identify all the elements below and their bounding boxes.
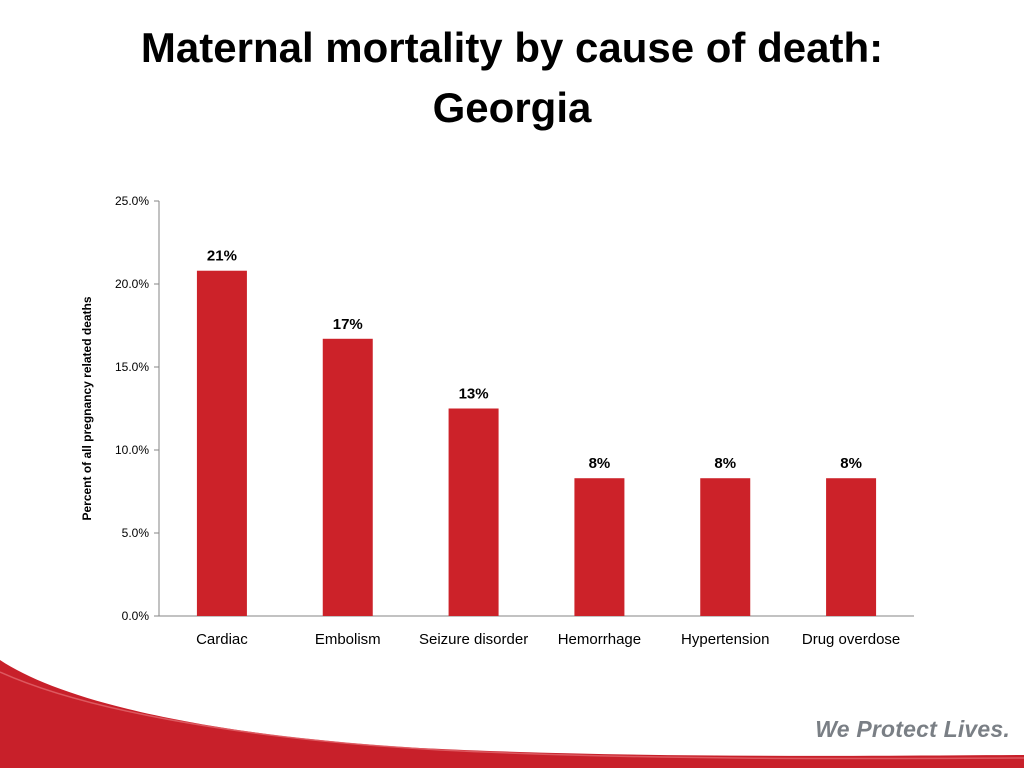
x-tick-label: Cardiac <box>196 631 248 648</box>
data-label: 13% <box>459 386 489 403</box>
tagline: We Protect Lives. <box>815 716 1010 742</box>
bar-hemorrhage <box>574 478 625 616</box>
bar-chart: 0.0% 5.0% 10.0% 15.0% 20.0% 25.0% Percent of a… <box>80 194 914 648</box>
y-tick-label: 10.0% <box>115 443 149 457</box>
x-tick-label: Drug overdose <box>802 631 900 648</box>
y-tick-label: 15.0% <box>115 360 149 374</box>
data-label: 17% <box>333 316 363 333</box>
swoosh-highlight <box>0 671 1024 760</box>
bar-hypertension <box>700 478 751 616</box>
x-tick-label: Hemorrhage <box>558 631 641 648</box>
y-axis-title: Percent of all pregnancy related deaths <box>80 296 94 520</box>
data-label: 8% <box>589 455 611 472</box>
data-label: 8% <box>714 455 736 472</box>
data-label: 8% <box>840 455 862 472</box>
title-line-2: Georgia <box>432 84 592 131</box>
bar-cardiac <box>196 270 247 616</box>
x-tick-label: Seizure disorder <box>419 631 528 648</box>
y-tick-label: 0.0% <box>122 609 150 623</box>
y-tick-label: 20.0% <box>115 277 149 291</box>
bar-seizure-disorder <box>448 408 499 616</box>
x-tick-label: Embolism <box>315 631 381 648</box>
slide-title: Maternal mortality by cause of death: Ge… <box>0 18 1024 138</box>
y-tick-label: 5.0% <box>122 526 150 540</box>
x-tick-label: Hypertension <box>681 631 769 648</box>
red-swoosh-shape <box>0 660 1024 768</box>
bar-embolism <box>322 338 373 616</box>
data-label: 21% <box>207 248 237 265</box>
bar-drug-overdose <box>826 478 877 616</box>
y-tick-label: 25.0% <box>115 194 149 208</box>
title-line-1: Maternal mortality by cause of death: <box>140 24 884 71</box>
